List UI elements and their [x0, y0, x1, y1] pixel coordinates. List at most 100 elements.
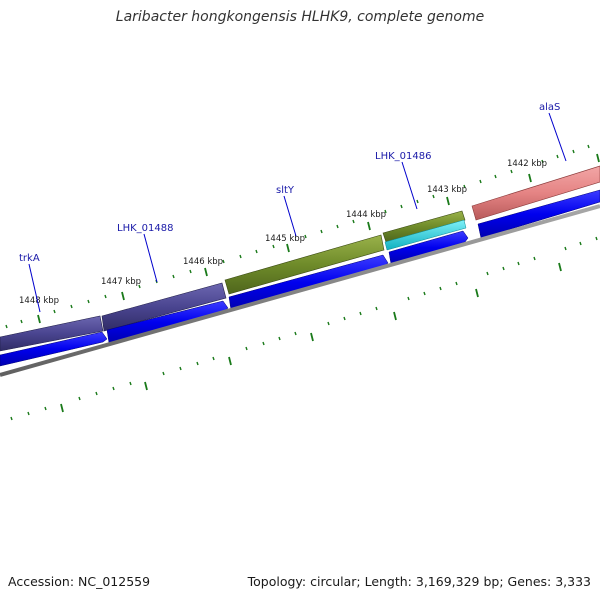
tick: [439, 286, 442, 291]
gene-rna-feature[interactable]: [384, 219, 467, 251]
tick: [528, 173, 532, 183]
gene-label-alas[interactable]: alaS: [539, 102, 560, 113]
tick: [310, 332, 314, 342]
cds-track: [0, 189, 600, 367]
feature-track-forward: [0, 165, 600, 352]
tick: [255, 249, 258, 254]
tick: [359, 311, 362, 316]
tick: [60, 403, 64, 413]
tick: [320, 229, 323, 234]
scale-label-1445: 1445 kbp: [265, 234, 305, 244]
gene-trka[interactable]: [0, 315, 104, 352]
tick: [70, 304, 73, 309]
map-title: Laribacter hongkongensis HLHK9, complete…: [115, 9, 485, 25]
tick: [272, 244, 275, 249]
tick: [222, 259, 225, 264]
leader-lhk-01488: [143, 233, 158, 283]
tick: [162, 371, 165, 376]
tick: [343, 316, 346, 321]
tick: [393, 311, 397, 321]
tick: [579, 241, 582, 246]
gene-labels: alaS LHK_01486 sltY LHK_01488 trkA: [19, 102, 560, 264]
gene-slty[interactable]: [224, 234, 385, 295]
tick: [558, 262, 562, 272]
tick: [510, 169, 513, 174]
tick: [432, 194, 435, 199]
tick: [228, 356, 232, 366]
scale-label-1447: 1447 kbp: [101, 277, 141, 287]
gene-label-lhk-01486[interactable]: LHK_01486: [375, 151, 431, 162]
scale-label-1443: 1443 kbp: [427, 185, 467, 195]
tick: [78, 396, 81, 401]
tick: [541, 159, 544, 164]
tick: [245, 346, 248, 351]
tick: [375, 306, 378, 311]
tick: [336, 224, 339, 229]
tick: [37, 314, 41, 324]
scale-label-1442: 1442 kbp: [507, 159, 547, 169]
tick: [53, 309, 56, 314]
tick: [20, 319, 23, 324]
tick: [27, 411, 30, 416]
tick: [423, 291, 426, 296]
gene-label-leaders: [28, 112, 567, 313]
scale-labels: 1442 kbp 1443 kbp 1444 kbp 1445 kbp 1446…: [19, 159, 547, 306]
tick: [384, 209, 387, 214]
tick: [494, 174, 497, 179]
accession-text: Accession: NC_012559: [8, 574, 151, 589]
inner-tick-track: [10, 236, 598, 421]
tick: [144, 381, 148, 391]
genome-backbone: [0, 204, 600, 377]
tick: [104, 294, 107, 299]
tick: [533, 256, 536, 261]
tick: [121, 291, 125, 301]
tick: [556, 154, 559, 159]
gene-alas[interactable]: [471, 165, 600, 221]
tick: [572, 149, 575, 154]
tick: [407, 296, 410, 301]
tick: [95, 391, 98, 396]
tick: [10, 416, 13, 421]
tick: [172, 274, 175, 279]
gene-label-trka[interactable]: trkA: [19, 253, 40, 264]
gene-lhk-01488[interactable]: [101, 282, 227, 332]
tick: [262, 341, 265, 346]
tick: [327, 321, 330, 326]
tick: [446, 196, 450, 206]
cds-arrow[interactable]: [388, 230, 469, 265]
gene-lhk-01486[interactable]: [382, 210, 466, 243]
tick: [367, 221, 371, 231]
tick: [416, 199, 419, 204]
tick: [517, 261, 520, 266]
tick: [112, 386, 115, 391]
leader-lhk-01486: [401, 161, 418, 210]
tick: [304, 234, 307, 239]
tick: [486, 271, 489, 276]
cds-arrow[interactable]: [0, 331, 108, 367]
leader-alas: [548, 112, 567, 162]
tick: [352, 219, 355, 224]
gene-label-slty[interactable]: sltY: [276, 185, 295, 196]
tick: [196, 361, 199, 366]
tick: [479, 179, 482, 184]
tick: [475, 288, 479, 298]
tick: [595, 236, 598, 241]
tick: [463, 184, 466, 189]
tick: [239, 254, 242, 259]
scale-label-1446: 1446 kbp: [183, 257, 223, 267]
tick: [129, 381, 132, 386]
tick: [179, 366, 182, 371]
cds-arrow[interactable]: [477, 189, 600, 239]
topology-text: Topology: circular; Length: 3,169,329 bp…: [247, 574, 591, 589]
leader-slty: [283, 195, 297, 237]
gene-label-lhk-01488[interactable]: LHK_01488: [117, 223, 173, 234]
leader-trka: [28, 263, 41, 313]
tick: [204, 267, 208, 277]
tick: [587, 144, 590, 149]
scale-label-1444: 1444 kbp: [346, 210, 386, 220]
tick: [278, 336, 281, 341]
tick: [212, 356, 215, 361]
tick: [189, 269, 192, 274]
